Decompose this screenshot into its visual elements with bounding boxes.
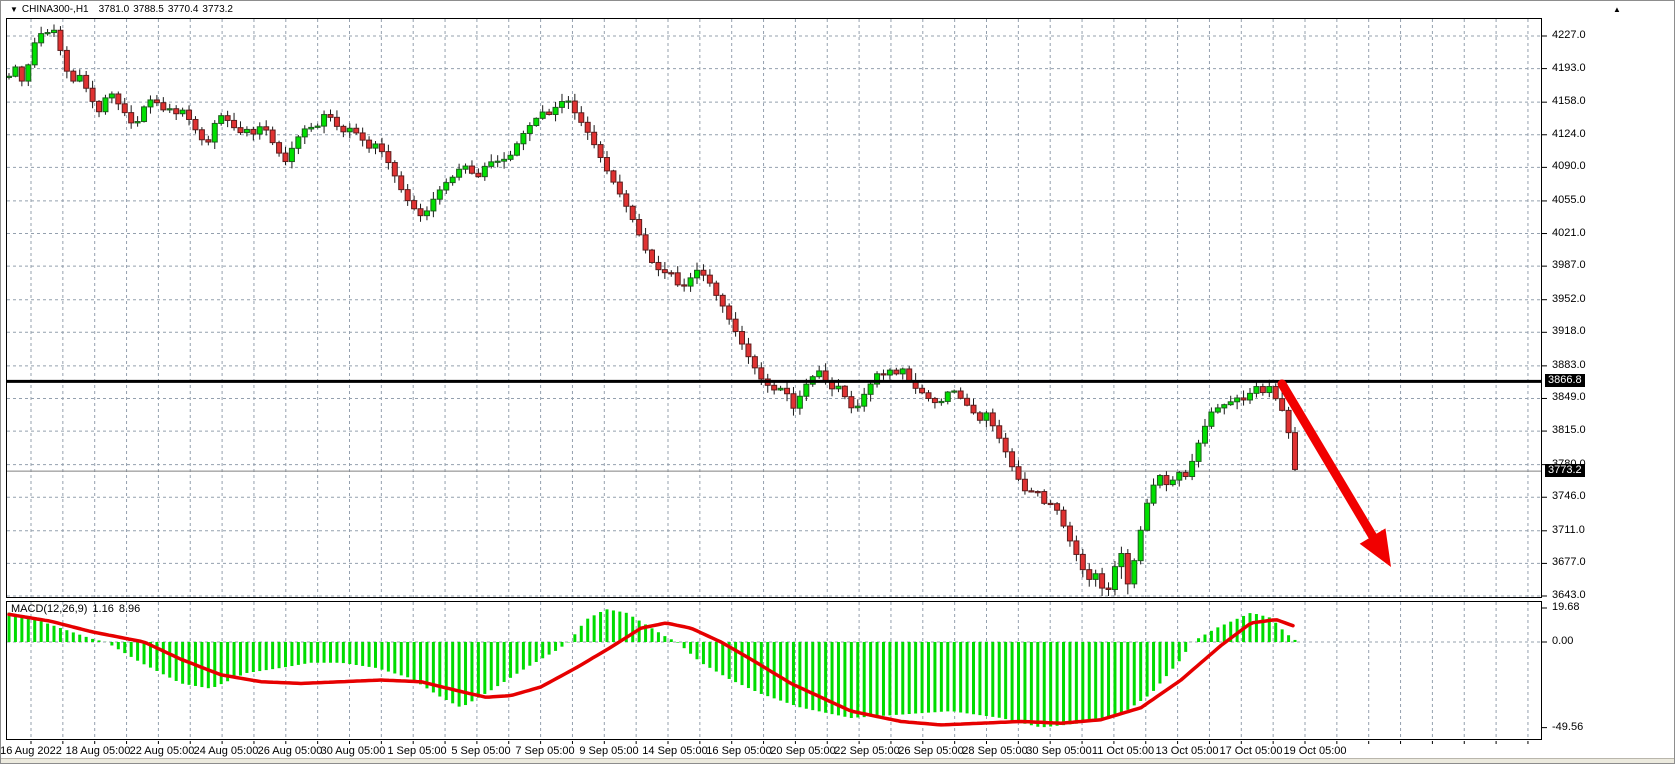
- price-axis-label: 4090.0: [1552, 160, 1586, 172]
- price-axis-label: 4227.0: [1552, 29, 1586, 41]
- drawn-arrow-annotation[interactable]: [1277, 379, 1391, 567]
- time-axis-label: 26 Aug 05:00: [257, 745, 323, 757]
- time-axis-label: 16 Sep 05:00: [706, 745, 772, 757]
- price-axis-label: 3643.0: [1552, 589, 1586, 601]
- chart-title: ▼ CHINA300-,H1 3781.0 3788.5 3770.4 3773.2: [10, 4, 237, 17]
- time-axis-label: 13 Oct 05:00: [1155, 745, 1219, 757]
- macd-axis-label: 19.68: [1552, 601, 1580, 613]
- price-axis-label: 3746.0: [1552, 490, 1586, 502]
- current-price-badge: 3773.2: [1545, 464, 1585, 477]
- time-axis-label: 30 Sep 05:00: [1026, 745, 1092, 757]
- symbol-period-label: CHINA300-,H1: [21, 4, 89, 15]
- price-axis-label: 3952.0: [1552, 293, 1586, 305]
- macd-signal-value: 8.96: [118, 603, 141, 615]
- axis-ticks: [30, 35, 1547, 744]
- time-axis-label: 22 Sep 05:00: [834, 745, 900, 757]
- quote-low: 3770.4: [167, 4, 199, 15]
- time-axis-label: 16 Aug 2022: [0, 745, 62, 757]
- symbol-dropdown-icon[interactable]: ▼: [10, 5, 18, 14]
- time-axis-label: 17 Oct 05:00: [1219, 745, 1283, 757]
- pane-borders: [6, 18, 1542, 740]
- price-axis-label: 3849.0: [1552, 391, 1586, 403]
- price-axis-label: 3987.0: [1552, 259, 1586, 271]
- time-axis-label: 14 Sep 05:00: [642, 745, 708, 757]
- time-axis-label: 26 Sep 05:00: [898, 745, 964, 757]
- price-axis-label: 3677.0: [1552, 556, 1586, 568]
- macd-label: MACD(12,26,9): [11, 603, 88, 615]
- time-axis-label: 28 Sep 05:00: [962, 745, 1028, 757]
- time-axis-label: 30 Aug 05:00: [320, 745, 386, 757]
- macd-axis-label: -49.56: [1552, 721, 1584, 733]
- resistance-price-badge: 3866.8: [1545, 374, 1585, 387]
- time-axis-label: 7 Sep 05:00: [515, 745, 575, 757]
- price-axis-label: 4193.0: [1552, 62, 1586, 74]
- price-axis-label: 4021.0: [1552, 227, 1586, 239]
- chart-shift-marker-icon[interactable]: ▲: [1613, 5, 1621, 14]
- macd-axis-label: 0.00: [1552, 635, 1574, 647]
- macd-value: 1.16: [92, 603, 114, 615]
- price-axis-label: 3815.0: [1552, 424, 1586, 436]
- time-axis-label: 24 Aug 05:00: [193, 745, 259, 757]
- price-axis-label: 3883.0: [1552, 359, 1586, 371]
- price-axis-label: 4124.0: [1552, 128, 1586, 140]
- macd-signal-line: [7, 612, 1295, 727]
- price-axis-label: 4055.0: [1552, 194, 1586, 206]
- time-axis-label: 19 Oct 05:00: [1283, 745, 1347, 757]
- time-axis-label: 20 Sep 05:00: [770, 745, 836, 757]
- grid-layer: [7, 19, 1541, 739]
- window-bottom-strip: [1, 758, 1674, 763]
- price-axis-label: 4158.0: [1552, 95, 1586, 107]
- time-axis-label: 11 Oct 05:00: [1091, 745, 1155, 757]
- macd-indicator-caption: MACD(12,26,9) 1.16 8.96: [11, 603, 145, 615]
- candles-layer: [6, 24, 1298, 596]
- time-axis-label: 1 Sep 05:00: [387, 745, 447, 757]
- quote-high: 3788.5: [133, 4, 164, 15]
- quote-open: 3781.0: [98, 4, 130, 15]
- time-axis-label: 9 Sep 05:00: [579, 745, 639, 757]
- price-axis-label: 3711.0: [1552, 524, 1585, 536]
- time-axis-label: 18 Aug 05:00: [65, 745, 131, 757]
- time-axis-label: 5 Sep 05:00: [451, 745, 511, 757]
- quote-close: 3773.2: [202, 4, 233, 15]
- price-axis-label: 3918.0: [1552, 325, 1586, 337]
- time-axis-label: 22 Aug 05:00: [129, 745, 195, 757]
